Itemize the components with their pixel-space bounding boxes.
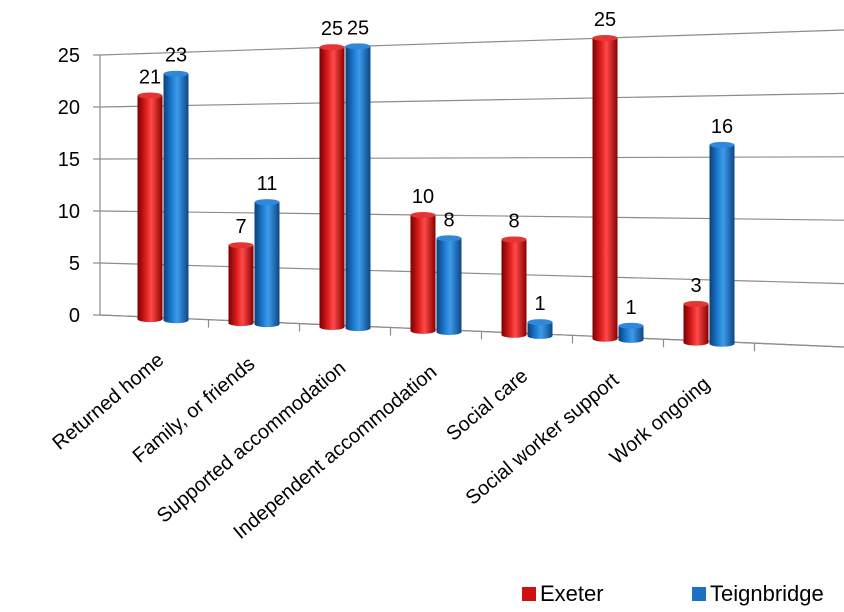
bar-base xyxy=(709,340,735,347)
bar-body xyxy=(345,46,371,329)
bar-teignbridge xyxy=(618,322,644,343)
bar-exeter xyxy=(501,236,527,338)
bars xyxy=(137,35,735,347)
bar-cap xyxy=(228,242,254,249)
bar-exeter xyxy=(137,92,163,323)
data-label: 25 xyxy=(347,17,369,39)
bar-body xyxy=(319,47,345,327)
bar-base xyxy=(254,321,280,328)
category-label: Work ongoing xyxy=(606,373,714,469)
bar-cap xyxy=(501,236,527,243)
bar-body xyxy=(709,144,735,344)
grid-line xyxy=(99,29,844,56)
bar-exeter xyxy=(683,300,709,346)
y-tick-label: 10 xyxy=(58,201,80,223)
category-label: Social care xyxy=(442,365,532,445)
bar-teignbridge xyxy=(709,141,735,347)
bar-body xyxy=(163,73,189,321)
y-tick-label: 25 xyxy=(58,45,80,67)
legend-item-teignbridge: Teignbridge xyxy=(692,581,824,606)
bar-exeter xyxy=(410,211,436,334)
bar-base xyxy=(163,317,189,324)
y-tick-label: 15 xyxy=(58,149,80,171)
data-label: 23 xyxy=(165,45,187,67)
bar-base xyxy=(592,335,618,342)
grid-lines xyxy=(93,29,844,352)
data-label: 7 xyxy=(235,216,246,238)
bar-teignbridge xyxy=(527,319,553,339)
legend: Exeter Teignbridge xyxy=(522,581,824,606)
bar-body xyxy=(436,238,462,333)
bar-cap xyxy=(709,141,735,148)
data-label: 25 xyxy=(594,9,616,31)
data-label: 16 xyxy=(711,116,733,138)
category-label: Social worker support xyxy=(462,369,624,510)
bar-exeter xyxy=(592,35,618,342)
y-tick-label: 5 xyxy=(69,253,80,275)
data-label: 10 xyxy=(412,186,434,208)
bar-teignbridge xyxy=(436,235,462,336)
bar-cap xyxy=(163,70,189,77)
bar-body xyxy=(501,239,527,335)
bar-base xyxy=(345,325,371,332)
bar-base xyxy=(137,316,163,323)
data-label: 21 xyxy=(139,67,161,89)
legend-label: Exeter xyxy=(540,581,604,606)
bar-body xyxy=(410,214,436,331)
bar-body xyxy=(228,245,254,324)
legend-label: Teignbridge xyxy=(710,581,824,606)
data-label: 25 xyxy=(321,18,343,40)
bar-body xyxy=(527,322,553,336)
bar-cap xyxy=(592,35,618,42)
bar-body xyxy=(592,38,618,339)
y-axis-ticks: 0 5 10 15 20 25 xyxy=(58,45,80,327)
bar-base xyxy=(501,331,527,338)
legend-swatch xyxy=(692,587,706,601)
legend-swatch xyxy=(522,587,536,601)
y-tick-label: 0 xyxy=(69,305,80,327)
bar-body xyxy=(618,325,644,340)
bar-body xyxy=(683,303,709,343)
bar-base xyxy=(228,320,254,327)
data-label: 11 xyxy=(257,173,278,195)
bar-cap xyxy=(618,322,644,329)
y-tick-label: 20 xyxy=(58,97,80,119)
data-label: 1 xyxy=(625,297,636,319)
legend-item-exeter: Exeter xyxy=(522,581,604,606)
bar-teignbridge xyxy=(254,199,280,328)
bar-cap xyxy=(319,44,345,51)
bar-exeter xyxy=(319,44,345,330)
bar-body xyxy=(254,202,280,325)
bar-base xyxy=(436,329,462,336)
bar-base xyxy=(527,332,553,339)
bar-cap xyxy=(436,235,462,242)
bar-teignbridge xyxy=(345,43,371,332)
bar-teignbridge xyxy=(163,70,189,324)
grid-line xyxy=(99,92,844,108)
category-label: Supported accommodation xyxy=(153,357,350,528)
bar-cap xyxy=(527,319,553,326)
bar-cap xyxy=(345,43,371,50)
data-label: 8 xyxy=(508,210,519,232)
bar-body xyxy=(137,95,163,320)
bar-base xyxy=(319,323,345,330)
bar-base xyxy=(410,327,436,334)
data-label: 3 xyxy=(690,275,701,297)
bar-cap xyxy=(254,199,280,206)
bar-base xyxy=(618,336,644,343)
bar-base xyxy=(683,339,709,346)
bar-exeter xyxy=(228,242,254,327)
data-label: 1 xyxy=(534,293,545,315)
category-label: Independent accommodation xyxy=(229,361,441,544)
bar-cap xyxy=(410,211,436,218)
bar-cap xyxy=(683,300,709,307)
bar-cap xyxy=(137,92,163,99)
data-label: 8 xyxy=(443,209,454,231)
